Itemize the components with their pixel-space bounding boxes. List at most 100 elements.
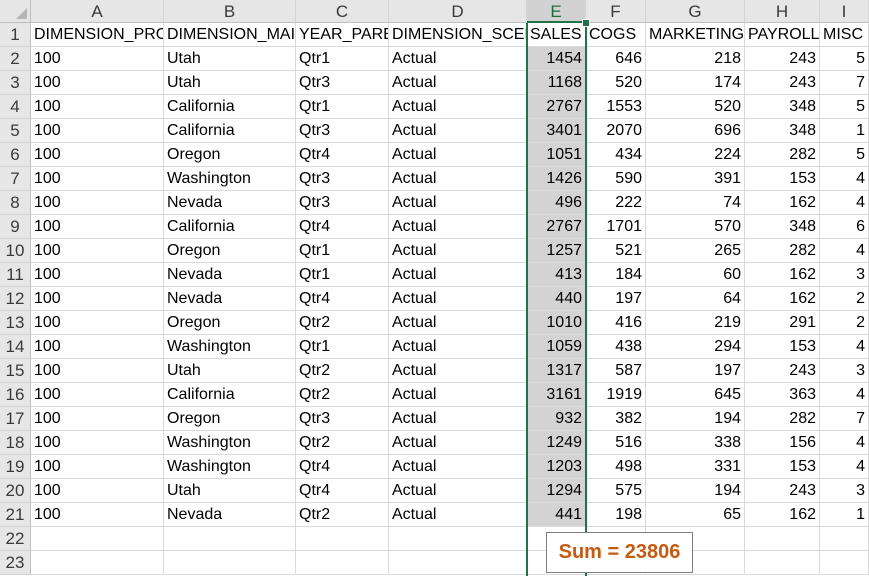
- cell-f16[interactable]: 1919: [586, 383, 646, 407]
- cell-d18[interactable]: Actual: [389, 431, 527, 455]
- cell-d16[interactable]: Actual: [389, 383, 527, 407]
- cell-b9[interactable]: California: [164, 215, 296, 239]
- cell-b12[interactable]: Nevada: [164, 287, 296, 311]
- row-header-13[interactable]: 13: [0, 311, 31, 335]
- row-header-5[interactable]: 5: [0, 119, 31, 143]
- cell-b15[interactable]: Utah: [164, 359, 296, 383]
- cell-e21[interactable]: 441: [527, 503, 586, 527]
- cell-d19[interactable]: Actual: [389, 455, 527, 479]
- cell-f1[interactable]: COGS: [586, 23, 646, 47]
- cell-i2[interactable]: 5: [820, 47, 869, 71]
- cell-h18[interactable]: 156: [745, 431, 820, 455]
- row-header-10[interactable]: 10: [0, 239, 31, 263]
- cell-g18[interactable]: 338: [646, 431, 745, 455]
- cell-a18[interactable]: 100: [31, 431, 164, 455]
- cell-h5[interactable]: 348: [745, 119, 820, 143]
- cell-c22[interactable]: [296, 527, 389, 551]
- cell-f8[interactable]: 222: [586, 191, 646, 215]
- cell-h19[interactable]: 153: [745, 455, 820, 479]
- cell-i21[interactable]: 1: [820, 503, 869, 527]
- row-header-23[interactable]: 23: [0, 551, 31, 575]
- row-header-22[interactable]: 22: [0, 527, 31, 551]
- cell-c5[interactable]: Qtr3: [296, 119, 389, 143]
- column-header-f[interactable]: F: [586, 0, 646, 23]
- cell-a13[interactable]: 100: [31, 311, 164, 335]
- cell-i11[interactable]: 3: [820, 263, 869, 287]
- cell-i18[interactable]: 4: [820, 431, 869, 455]
- cell-e6[interactable]: 1051: [527, 143, 586, 167]
- cell-h20[interactable]: 243: [745, 479, 820, 503]
- cell-g2[interactable]: 218: [646, 47, 745, 71]
- row-header-21[interactable]: 21: [0, 503, 31, 527]
- cell-a22[interactable]: [31, 527, 164, 551]
- row-header-1[interactable]: 1: [0, 23, 31, 47]
- cell-d4[interactable]: Actual: [389, 95, 527, 119]
- cell-h21[interactable]: 162: [745, 503, 820, 527]
- cell-f20[interactable]: 575: [586, 479, 646, 503]
- column-header-i[interactable]: I: [820, 0, 869, 23]
- cell-g20[interactable]: 194: [646, 479, 745, 503]
- cell-e12[interactable]: 440: [527, 287, 586, 311]
- cell-d13[interactable]: Actual: [389, 311, 527, 335]
- cell-c18[interactable]: Qtr2: [296, 431, 389, 455]
- row-header-19[interactable]: 19: [0, 455, 31, 479]
- cell-b4[interactable]: California: [164, 95, 296, 119]
- cell-d3[interactable]: Actual: [389, 71, 527, 95]
- cell-c10[interactable]: Qtr1: [296, 239, 389, 263]
- cell-g19[interactable]: 331: [646, 455, 745, 479]
- cell-e4[interactable]: 2767: [527, 95, 586, 119]
- cell-f15[interactable]: 587: [586, 359, 646, 383]
- cell-f10[interactable]: 521: [586, 239, 646, 263]
- cell-b17[interactable]: Oregon: [164, 407, 296, 431]
- cell-e20[interactable]: 1294: [527, 479, 586, 503]
- cell-d8[interactable]: Actual: [389, 191, 527, 215]
- cell-g15[interactable]: 197: [646, 359, 745, 383]
- cell-c17[interactable]: Qtr3: [296, 407, 389, 431]
- cell-e10[interactable]: 1257: [527, 239, 586, 263]
- cell-g16[interactable]: 645: [646, 383, 745, 407]
- row-header-12[interactable]: 12: [0, 287, 31, 311]
- cell-a8[interactable]: 100: [31, 191, 164, 215]
- cell-h9[interactable]: 348: [745, 215, 820, 239]
- cell-a21[interactable]: 100: [31, 503, 164, 527]
- cell-c14[interactable]: Qtr1: [296, 335, 389, 359]
- cell-c8[interactable]: Qtr3: [296, 191, 389, 215]
- cell-i9[interactable]: 6: [820, 215, 869, 239]
- row-header-17[interactable]: 17: [0, 407, 31, 431]
- cell-a5[interactable]: 100: [31, 119, 164, 143]
- cell-g9[interactable]: 570: [646, 215, 745, 239]
- cell-f17[interactable]: 382: [586, 407, 646, 431]
- cell-a20[interactable]: 100: [31, 479, 164, 503]
- cell-f9[interactable]: 1701: [586, 215, 646, 239]
- selection-fill-handle[interactable]: [582, 19, 590, 27]
- column-header-e[interactable]: E: [527, 0, 586, 23]
- cell-b8[interactable]: Nevada: [164, 191, 296, 215]
- cell-h23[interactable]: [745, 551, 820, 575]
- cell-d9[interactable]: Actual: [389, 215, 527, 239]
- cell-b10[interactable]: Oregon: [164, 239, 296, 263]
- row-header-18[interactable]: 18: [0, 431, 31, 455]
- cell-d22[interactable]: [389, 527, 527, 551]
- cell-h22[interactable]: [745, 527, 820, 551]
- cell-h17[interactable]: 282: [745, 407, 820, 431]
- cell-e7[interactable]: 1426: [527, 167, 586, 191]
- cell-d17[interactable]: Actual: [389, 407, 527, 431]
- cell-h14[interactable]: 153: [745, 335, 820, 359]
- cell-b7[interactable]: Washington: [164, 167, 296, 191]
- cell-c13[interactable]: Qtr2: [296, 311, 389, 335]
- row-header-14[interactable]: 14: [0, 335, 31, 359]
- cell-f19[interactable]: 498: [586, 455, 646, 479]
- cell-h15[interactable]: 243: [745, 359, 820, 383]
- cell-f5[interactable]: 2070: [586, 119, 646, 143]
- cell-f13[interactable]: 416: [586, 311, 646, 335]
- row-header-4[interactable]: 4: [0, 95, 31, 119]
- cell-i17[interactable]: 7: [820, 407, 869, 431]
- cell-i3[interactable]: 7: [820, 71, 869, 95]
- cell-d5[interactable]: Actual: [389, 119, 527, 143]
- cell-h16[interactable]: 363: [745, 383, 820, 407]
- cell-a12[interactable]: 100: [31, 287, 164, 311]
- cell-g5[interactable]: 696: [646, 119, 745, 143]
- cell-g10[interactable]: 265: [646, 239, 745, 263]
- cell-i19[interactable]: 4: [820, 455, 869, 479]
- column-header-d[interactable]: D: [389, 0, 527, 23]
